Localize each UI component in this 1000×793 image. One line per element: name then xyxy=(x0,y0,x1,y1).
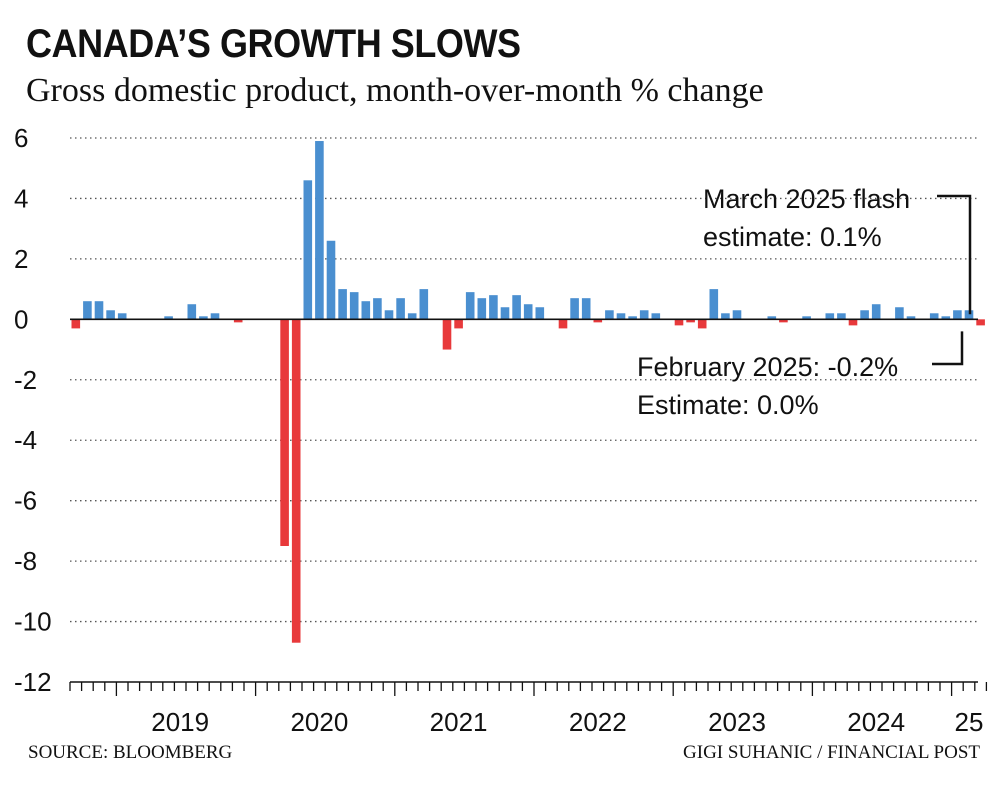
data-bar xyxy=(454,319,463,329)
x-year-label: 2023 xyxy=(708,707,766,737)
data-bar xyxy=(291,319,301,643)
data-bar xyxy=(349,292,359,320)
chart-subtitle: Gross domestic product, month-over-month… xyxy=(26,72,764,109)
y-tick-label: 6 xyxy=(14,123,28,153)
data-bar xyxy=(338,289,347,320)
x-year-label: 2024 xyxy=(847,707,905,737)
x-year-label: 2019 xyxy=(151,707,209,737)
data-bar xyxy=(964,310,974,320)
x-year-label: 2021 xyxy=(430,707,488,737)
data-bar xyxy=(639,310,649,320)
data-bar xyxy=(558,319,568,329)
credit-note: GIGI SUHANIC / FINANCIAL POST xyxy=(683,742,980,763)
y-tick-label: 2 xyxy=(14,244,28,274)
data-bar xyxy=(697,319,707,329)
data-bar xyxy=(871,304,881,320)
y-tick-label: -8 xyxy=(14,546,37,576)
data-bar xyxy=(674,319,684,326)
data-bar xyxy=(396,298,405,320)
y-tick-label: -2 xyxy=(14,365,37,395)
annotation-march-leader xyxy=(937,194,972,315)
data-bar xyxy=(837,313,846,320)
data-bar xyxy=(860,310,869,320)
data-bar xyxy=(326,240,336,320)
y-tick-label: 4 xyxy=(14,183,28,213)
data-bar xyxy=(187,304,197,320)
annotation-february-text: February 2025: -0.2% xyxy=(637,352,898,382)
annotation-march-text: March 2025 flash xyxy=(703,184,910,214)
annotation-february-text: Estimate: 0.0% xyxy=(637,390,819,420)
data-bar xyxy=(895,307,904,320)
y-tick-label: -6 xyxy=(14,486,37,516)
data-bar xyxy=(825,313,835,320)
data-bar xyxy=(929,313,939,320)
annotation-february-leader xyxy=(932,331,964,366)
data-bar xyxy=(303,180,313,320)
annotation-march-text: estimate: 0.1% xyxy=(703,222,882,252)
data-bar xyxy=(605,310,614,320)
data-bar xyxy=(199,316,208,320)
data-bar xyxy=(581,298,591,320)
data-bar xyxy=(164,316,173,320)
data-bar xyxy=(802,316,811,320)
y-tick-label: 0 xyxy=(14,304,28,334)
data-bar xyxy=(373,298,382,320)
data-bar xyxy=(442,319,452,350)
data-bar xyxy=(94,301,104,320)
data-bar xyxy=(280,319,289,546)
data-bar xyxy=(976,319,985,326)
data-bar xyxy=(535,307,545,320)
x-year-label: 2020 xyxy=(290,707,348,737)
data-bar xyxy=(489,295,498,320)
data-bar xyxy=(848,319,858,326)
data-bar xyxy=(709,289,719,320)
chart-title: CANADA’S GROWTH SLOWS xyxy=(26,22,521,66)
data-bar xyxy=(906,316,916,320)
data-bar xyxy=(233,319,243,323)
data-bar xyxy=(465,292,475,320)
data-bar xyxy=(779,319,788,323)
data-bar xyxy=(616,313,626,320)
data-bar xyxy=(628,316,637,320)
data-bar xyxy=(570,298,579,320)
data-bar xyxy=(117,313,127,320)
data-bar xyxy=(721,313,730,320)
data-bar xyxy=(315,141,324,320)
data-bar xyxy=(686,319,695,323)
data-bar xyxy=(651,313,661,320)
data-bar xyxy=(210,313,220,320)
data-bar xyxy=(106,310,115,320)
data-bar xyxy=(732,310,742,320)
data-bar xyxy=(477,298,487,320)
data-bar xyxy=(953,310,962,320)
data-bar xyxy=(407,313,417,320)
data-bar xyxy=(512,295,521,320)
source-note: SOURCE: BLOOMBERG xyxy=(28,742,233,763)
data-bar xyxy=(523,304,533,320)
data-bar xyxy=(71,319,81,329)
data-bar xyxy=(767,316,777,320)
data-bar xyxy=(500,307,510,320)
x-year-label: 25 xyxy=(955,707,984,737)
data-bar xyxy=(419,289,429,320)
data-bar xyxy=(593,319,603,323)
y-tick-label: -4 xyxy=(14,425,37,455)
x-year-label: 2022 xyxy=(569,707,627,737)
y-tick-label: -12 xyxy=(14,667,52,697)
data-bar xyxy=(361,301,371,320)
data-bar xyxy=(83,301,92,320)
data-bar xyxy=(941,316,951,320)
data-bar xyxy=(384,310,394,320)
y-tick-label: -10 xyxy=(14,607,52,637)
